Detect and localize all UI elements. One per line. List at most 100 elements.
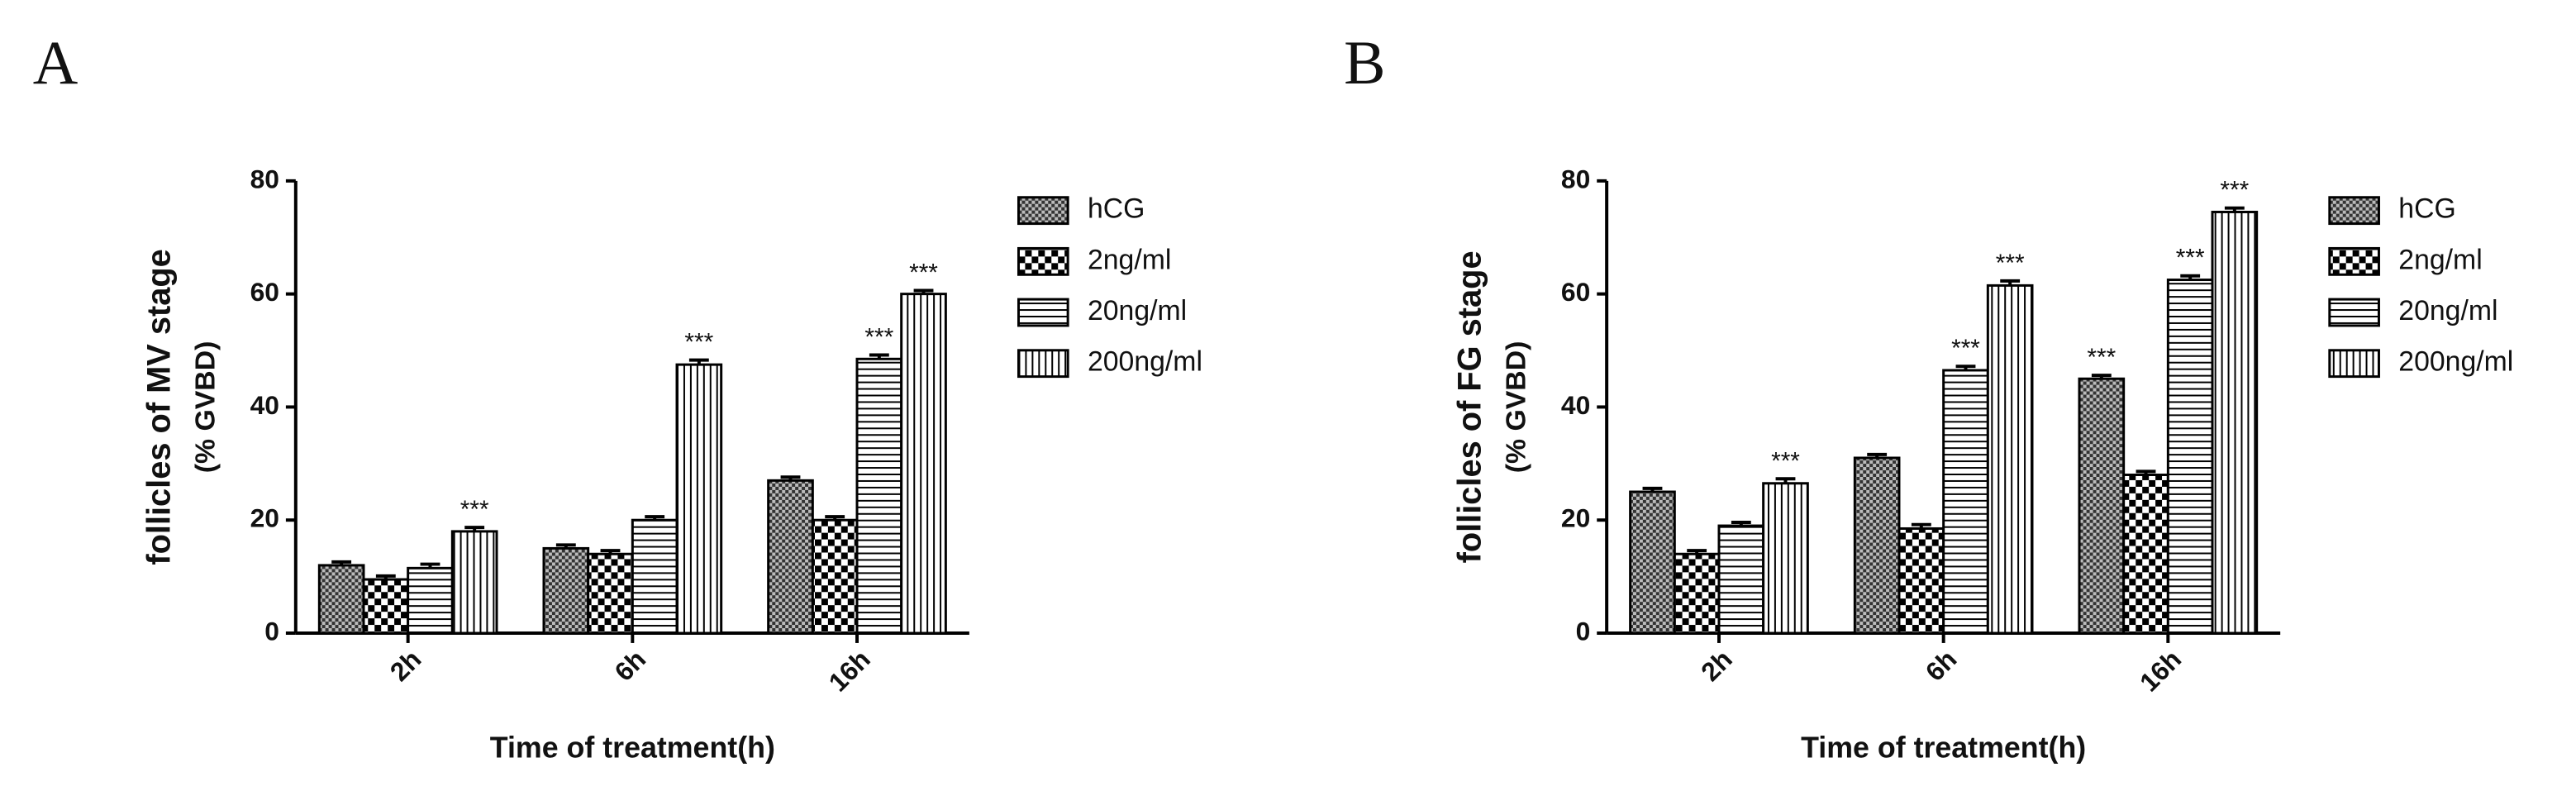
- x-tick-label: 6h: [1920, 644, 1963, 687]
- bar: [2078, 377, 2126, 635]
- error-bar: [555, 543, 576, 549]
- error-bar: [913, 288, 934, 294]
- legend-label: 200ng/ml: [1088, 346, 1202, 378]
- significance-label: ***: [1996, 250, 2025, 277]
- bar: [317, 564, 365, 635]
- y-tick-label: 60: [250, 277, 279, 307]
- error-bar: [688, 358, 709, 365]
- bar: [1629, 490, 1676, 635]
- error-bar: [464, 526, 485, 531]
- bar: [1986, 284, 2034, 635]
- error-bar: [331, 560, 352, 565]
- legend-label: hCG: [1088, 193, 1145, 225]
- error-bar: [825, 515, 845, 521]
- bar: [450, 530, 498, 635]
- x-axis-label: Time of treatment(h): [490, 731, 775, 765]
- error-bar: [1775, 477, 1796, 484]
- bar: [855, 357, 903, 635]
- significance-label: ***: [909, 260, 938, 287]
- error-bar: [2224, 206, 2245, 212]
- bar: [362, 578, 410, 635]
- bar: [1942, 369, 1989, 635]
- y-axis-label: follicles of FG stage: [1452, 250, 1488, 563]
- y-tick-label: 0: [264, 616, 279, 646]
- bar: [2122, 474, 2169, 635]
- y-tick-label: 40: [1561, 390, 1590, 420]
- error-bar: [780, 475, 801, 481]
- x-tick-label: 16h: [823, 644, 876, 697]
- bar: [542, 546, 590, 635]
- error-bar: [1955, 365, 1976, 370]
- y-tick-label: 80: [250, 164, 279, 193]
- x-tick-label: 6h: [608, 644, 651, 687]
- y-tick-label: 20: [250, 503, 279, 533]
- error-bar: [1642, 486, 1663, 493]
- bar: [1897, 527, 1945, 635]
- significance-label: ***: [460, 496, 489, 523]
- y-tick-label: 60: [1561, 277, 1590, 307]
- legend-swatch: [2328, 349, 2380, 379]
- y-tick-label: 20: [1561, 503, 1590, 533]
- legend-label: 2ng/ml: [1088, 244, 1171, 275]
- bar: [407, 566, 454, 635]
- y-axis-label: follicles of MV stage: [140, 249, 177, 565]
- error-bar: [645, 515, 665, 521]
- error-bar: [420, 562, 440, 569]
- bar: [631, 518, 679, 635]
- bar: [675, 363, 723, 635]
- significance-label: ***: [1951, 335, 1980, 362]
- significance-label: ***: [2220, 177, 2249, 204]
- significance-label: ***: [684, 329, 713, 356]
- legend-swatch: [1017, 246, 1069, 276]
- significance-label: ***: [864, 323, 893, 350]
- error-bar: [2136, 469, 2156, 475]
- legend-swatch: [2328, 298, 2380, 327]
- legend-swatch: [2328, 196, 2380, 226]
- legend-label: hCG: [2398, 193, 2455, 225]
- legend-label: 2ng/ml: [2398, 244, 2482, 275]
- bar: [811, 518, 859, 635]
- error-bar: [2180, 274, 2201, 280]
- error-bar: [1911, 522, 1931, 529]
- bar: [2166, 279, 2214, 635]
- bar: [1673, 552, 1721, 635]
- bar: [587, 552, 634, 635]
- bar: [900, 293, 947, 635]
- significance-label: ***: [2087, 344, 2116, 371]
- x-axis-label: Time of treatment(h): [1801, 731, 2086, 765]
- error-bar: [2000, 279, 2021, 286]
- legend-label: 20ng/ml: [2398, 295, 2497, 326]
- y-axis-label-unit: (% GVBD): [1501, 341, 1532, 474]
- legend-swatch: [1017, 298, 1069, 327]
- bar: [2211, 210, 2259, 635]
- bar: [767, 479, 814, 635]
- legend-label: 20ng/ml: [1088, 295, 1187, 326]
- significance-label: ***: [1771, 447, 1800, 474]
- legend-swatch: [1017, 349, 1069, 379]
- panel-label: A: [33, 29, 79, 98]
- legend-swatch: [1017, 196, 1069, 226]
- error-bar: [1867, 452, 1888, 458]
- x-tick-label: 2h: [1695, 644, 1738, 687]
- x-tick-label: 16h: [2134, 644, 2187, 697]
- legend-label: 200ng/ml: [2398, 346, 2513, 378]
- error-bar: [2091, 374, 2112, 379]
- significance-label: ***: [2176, 245, 2205, 272]
- bar: [1853, 456, 1901, 635]
- y-tick-label: 80: [1561, 164, 1590, 193]
- bar: [1762, 482, 1809, 635]
- error-bar: [375, 574, 396, 580]
- bar: [1717, 524, 1765, 635]
- error-bar: [1687, 549, 1707, 555]
- y-tick-label: 40: [250, 390, 279, 420]
- x-tick-label: 2h: [384, 644, 427, 687]
- error-bar: [1731, 520, 1751, 527]
- y-tick-label: 0: [1576, 616, 1591, 646]
- legend-swatch: [2328, 246, 2380, 276]
- y-axis-label-unit: (% GVBD): [189, 341, 221, 474]
- panel-label: B: [1344, 29, 1385, 98]
- error-bar: [869, 353, 889, 360]
- error-bar: [600, 549, 621, 555]
